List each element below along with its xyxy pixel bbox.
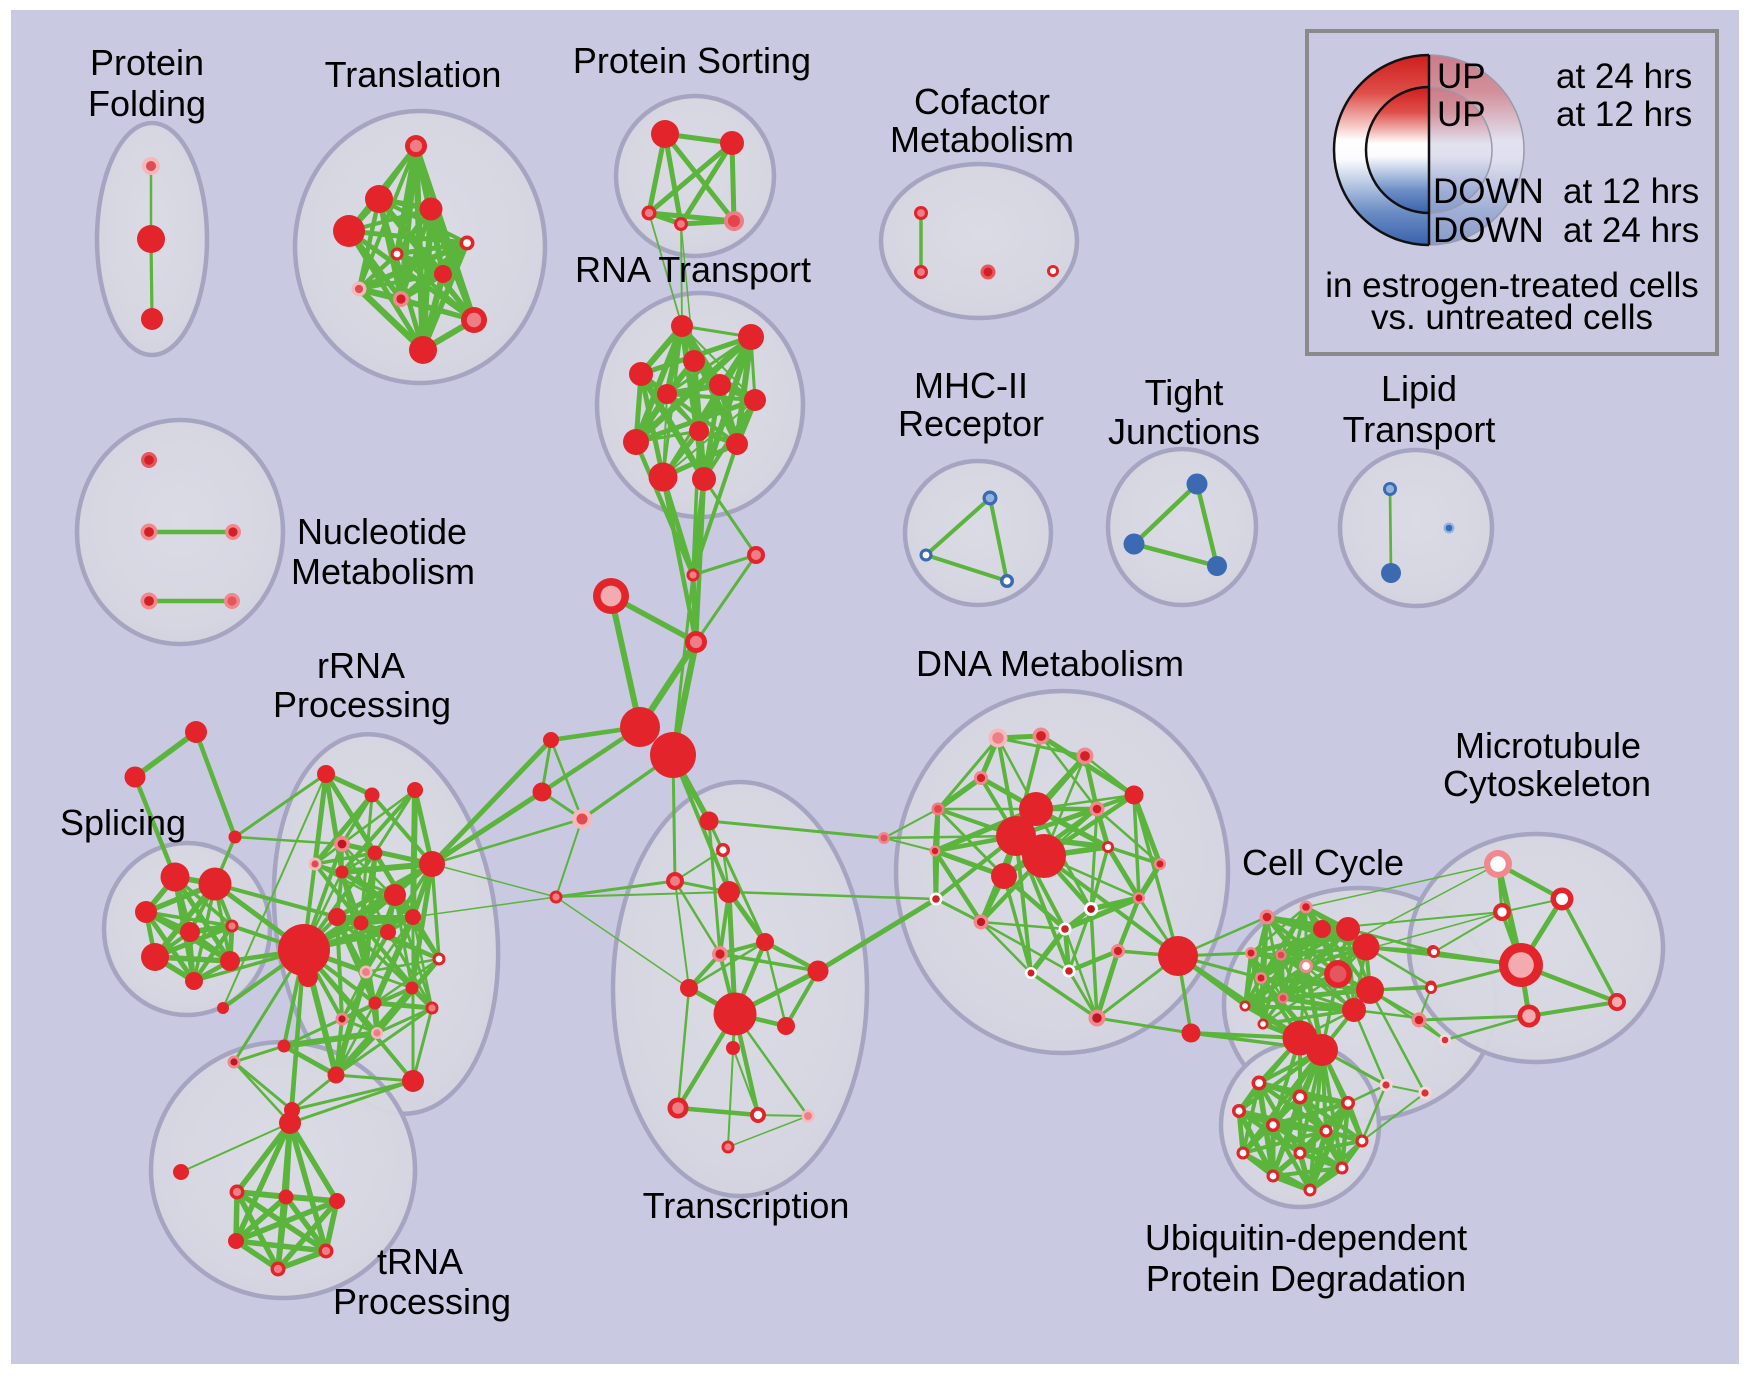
svg-text:Microtubule: Microtubule xyxy=(1455,725,1641,766)
svg-text:at 12 hrs: at 12 hrs xyxy=(1563,172,1699,211)
svg-text:Translation: Translation xyxy=(325,54,502,95)
svg-text:DOWN: DOWN xyxy=(1433,172,1544,211)
svg-text:Metabolism: Metabolism xyxy=(890,119,1074,160)
svg-text:Protein Sorting: Protein Sorting xyxy=(573,40,811,81)
svg-text:Lipid: Lipid xyxy=(1381,368,1457,409)
svg-text:Ubiquitin-dependent: Ubiquitin-dependent xyxy=(1145,1217,1467,1258)
svg-text:Protein Degradation: Protein Degradation xyxy=(1146,1258,1466,1299)
svg-text:vs. untreated cells: vs. untreated cells xyxy=(1371,298,1653,337)
svg-text:Processing: Processing xyxy=(333,1281,511,1322)
svg-text:Nucleotide: Nucleotide xyxy=(297,511,467,552)
svg-text:at 24 hrs: at 24 hrs xyxy=(1563,211,1699,250)
svg-text:Cell Cycle: Cell Cycle xyxy=(1242,842,1404,883)
svg-text:DNA Metabolism: DNA Metabolism xyxy=(916,643,1184,684)
svg-text:Transport: Transport xyxy=(1343,409,1496,450)
svg-text:Folding: Folding xyxy=(88,83,206,124)
svg-text:Junctions: Junctions xyxy=(1108,411,1260,452)
svg-text:Transcription: Transcription xyxy=(643,1185,850,1226)
svg-text:UP: UP xyxy=(1437,95,1486,134)
svg-text:MHC-II: MHC-II xyxy=(914,365,1028,406)
svg-text:Processing: Processing xyxy=(273,684,451,725)
svg-text:at 12 hrs: at 12 hrs xyxy=(1556,95,1692,134)
svg-text:in estrogen-treated cells: in estrogen-treated cells xyxy=(1325,266,1699,305)
svg-text:UP: UP xyxy=(1437,57,1486,96)
svg-text:Cofactor: Cofactor xyxy=(914,81,1050,122)
svg-text:rRNA: rRNA xyxy=(317,645,405,686)
svg-text:Cytoskeleton: Cytoskeleton xyxy=(1443,763,1651,804)
svg-text:tRNA: tRNA xyxy=(377,1241,463,1282)
svg-text:RNA Transport: RNA Transport xyxy=(575,249,811,290)
svg-text:Receptor: Receptor xyxy=(898,403,1044,444)
svg-text:Splicing: Splicing xyxy=(60,802,186,843)
svg-text:Protein: Protein xyxy=(90,42,204,83)
svg-text:Metabolism: Metabolism xyxy=(291,551,475,592)
svg-text:at 24 hrs: at 24 hrs xyxy=(1556,57,1692,96)
svg-text:DOWN: DOWN xyxy=(1433,211,1544,250)
svg-text:Tight: Tight xyxy=(1145,372,1224,413)
